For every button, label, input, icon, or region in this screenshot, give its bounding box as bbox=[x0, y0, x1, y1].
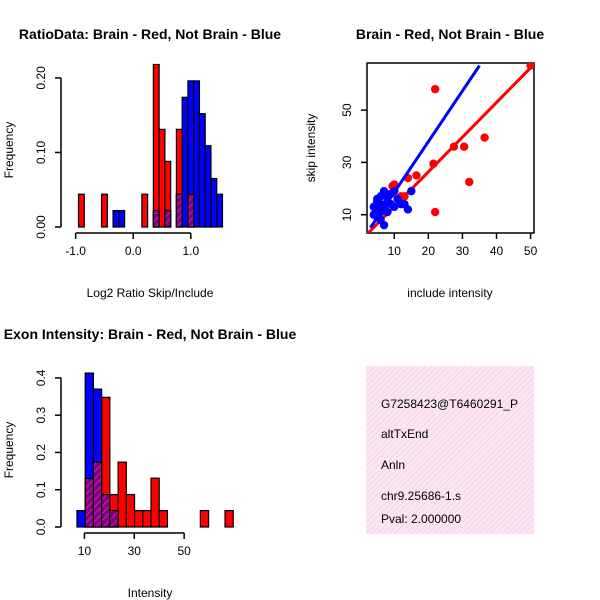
gene-name: Anln bbox=[381, 458, 405, 472]
y-tick-label: 50 bbox=[340, 103, 354, 117]
x-tick-label: 30 bbox=[456, 244, 470, 258]
bar-overlap bbox=[164, 210, 172, 228]
info-panel: G7258423@T6460291_P altTxEnd Anln chr9.2… bbox=[366, 366, 534, 534]
point-not-brain bbox=[390, 186, 399, 196]
y-tick-label: 0.1 bbox=[34, 481, 48, 498]
bar-brain bbox=[142, 510, 152, 528]
locus: chr9.25686-1.s bbox=[381, 489, 461, 503]
scatter-marks bbox=[367, 63, 534, 233]
bar-overlap bbox=[187, 193, 195, 228]
ratio-histogram: RatioData: Brain - Red, Not Brain - Blue… bbox=[2, 26, 281, 300]
point-brain bbox=[526, 63, 534, 70]
bar-not-brain bbox=[76, 510, 86, 528]
y-tick-label: 10 bbox=[340, 208, 354, 222]
bar-not-brain bbox=[216, 193, 224, 228]
x-tick-label: 10 bbox=[388, 244, 402, 258]
point-brain bbox=[430, 84, 440, 94]
y-tick-label: 0.2 bbox=[34, 444, 48, 461]
bar-overlap bbox=[152, 210, 160, 228]
event-type: altTxEnd bbox=[381, 427, 428, 441]
point-brain bbox=[449, 142, 459, 151]
probe-id: G7258423@T6460291_P bbox=[381, 397, 518, 411]
point-brain bbox=[465, 177, 474, 187]
ratio-histogram-ylabel: Frequency bbox=[2, 122, 16, 179]
bar-brain bbox=[117, 461, 127, 528]
point-not-brain bbox=[383, 207, 392, 217]
intensity-histogram-axes: 10 30 50 0.0 0.1 0.2 0.3 0.4 bbox=[34, 369, 191, 558]
y-tick-label: 0.10 bbox=[34, 140, 48, 164]
intensity-histogram-ylabel: Frequency bbox=[2, 422, 16, 479]
bar-brain bbox=[133, 510, 144, 528]
scatter-ylabel: skip intensity bbox=[304, 114, 318, 183]
x-tick-label: 20 bbox=[422, 244, 436, 258]
point-not-brain bbox=[379, 186, 389, 196]
point-not-brain bbox=[386, 200, 396, 209]
scatter-title: Brain - Red, Not Brain - Blue bbox=[356, 26, 544, 42]
intensity-histogram-title: Exon Intensity: Brain - Red, Not Brain -… bbox=[4, 326, 297, 342]
bar-not-brain bbox=[198, 113, 206, 228]
bar-brain bbox=[224, 510, 234, 528]
pval-text: Pval: 2.000000 bbox=[381, 512, 461, 526]
scatter-axes: 10 20 30 40 50 10 30 50 bbox=[340, 103, 538, 258]
y-tick-label: 0.00 bbox=[34, 215, 48, 239]
bar-overlap bbox=[101, 493, 111, 528]
bar-brain bbox=[158, 510, 169, 528]
ratio-histogram-bars bbox=[77, 63, 224, 228]
bar-not-brain bbox=[181, 96, 189, 228]
ratio-histogram-xlabel: Log2 Ratio Skip/Include bbox=[87, 286, 214, 300]
point-brain bbox=[429, 159, 438, 168]
ratio-histogram-axes: -1.0 0.0 1.0 0.00 0.10 0.20 bbox=[34, 66, 199, 258]
x-tick-label: 10 bbox=[78, 544, 92, 558]
y-tick-label: 0.4 bbox=[34, 369, 48, 386]
bar-not-brain bbox=[118, 210, 126, 228]
point-brain bbox=[400, 192, 409, 201]
info-panel-background bbox=[366, 366, 534, 534]
bar-brain bbox=[152, 63, 160, 228]
intensity-scatter: Brain - Red, Not Brain - Blue include in… bbox=[304, 26, 544, 300]
x-tick-label: 0.0 bbox=[125, 244, 142, 258]
x-tick-label: 30 bbox=[128, 544, 142, 558]
bar-brain bbox=[158, 128, 166, 228]
bar-not-brain bbox=[193, 80, 201, 228]
x-tick-label: 50 bbox=[524, 244, 538, 258]
bar-brain bbox=[125, 493, 136, 528]
point-not-brain bbox=[373, 197, 382, 206]
ratio-histogram-title: RatioData: Brain - Red, Not Brain - Blue bbox=[19, 26, 281, 42]
point-not-brain bbox=[403, 205, 413, 214]
y-tick-label: 0.20 bbox=[34, 66, 48, 90]
intensity-histogram-xlabel: Intensity bbox=[128, 586, 173, 600]
y-tick-label: 30 bbox=[340, 155, 354, 169]
intensity-histogram: Exon Intensity: Brain - Red, Not Brain -… bbox=[2, 326, 296, 600]
x-tick-label: 50 bbox=[177, 544, 191, 558]
x-tick-label: -1.0 bbox=[65, 244, 86, 258]
bar-overlap bbox=[92, 461, 103, 528]
bar-not-brain bbox=[204, 145, 212, 228]
intensity-histogram-bars bbox=[76, 372, 234, 528]
bar-overlap bbox=[175, 193, 183, 228]
bar-brain bbox=[199, 510, 210, 528]
y-tick-label: 0.3 bbox=[34, 407, 48, 424]
point-brain bbox=[459, 142, 469, 151]
x-tick-label: 1.0 bbox=[182, 244, 199, 258]
bar-brain bbox=[141, 193, 149, 228]
y-tick-label: 0.0 bbox=[34, 518, 48, 535]
bar-not-brain bbox=[112, 210, 120, 228]
bar-not-brain bbox=[210, 177, 218, 228]
point-brain bbox=[430, 207, 440, 217]
scatter-xlabel: include intensity bbox=[407, 286, 492, 300]
bar-overlap bbox=[109, 510, 119, 528]
bar-brain bbox=[150, 477, 160, 528]
bar-brain bbox=[77, 193, 85, 228]
x-tick-label: 40 bbox=[490, 244, 504, 258]
point-not-brain bbox=[407, 186, 416, 196]
point-brain bbox=[480, 133, 489, 142]
bar-brain bbox=[100, 193, 108, 228]
point-not-brain bbox=[379, 220, 389, 230]
point-brain bbox=[412, 171, 421, 180]
bar-overlap bbox=[84, 477, 95, 528]
scatter-plot-box bbox=[366, 62, 535, 234]
